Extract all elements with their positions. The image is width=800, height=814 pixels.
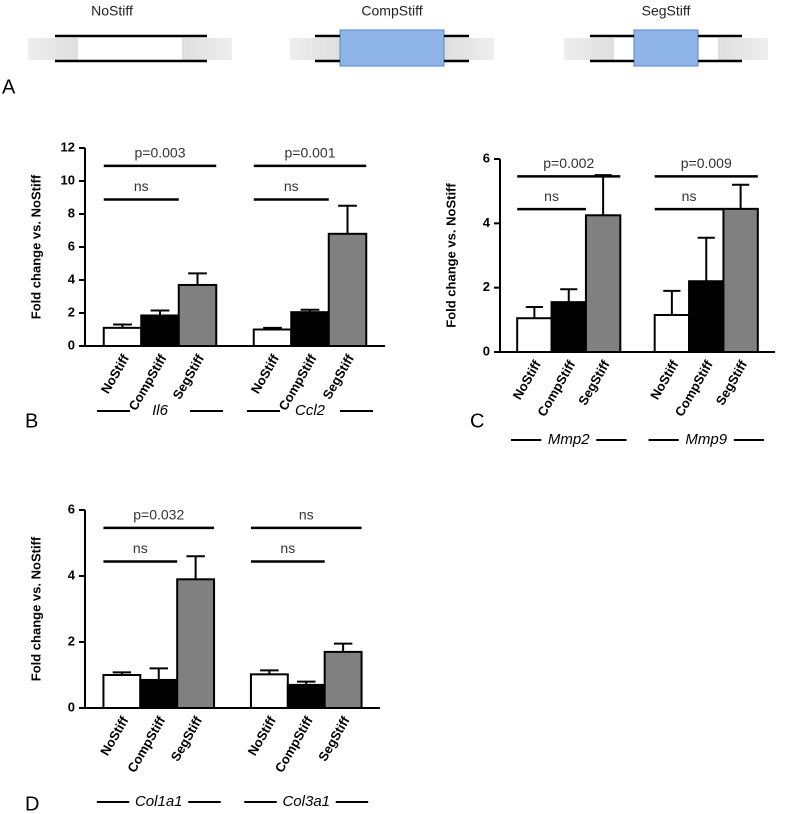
bar-chart: Fold change vs. NoStiffD0246NoStiffCompS… (25, 501, 380, 814)
panel-label: C (470, 410, 484, 432)
panel-label: B (25, 410, 38, 432)
bar-chart: Fold change vs. NoStiff B 0 2 4 6 8 10 12 NoStiff… (25, 139, 385, 432)
y-axis-label: Fold change vs. NoStiff (443, 183, 458, 328)
gene-label: Col3a1 (282, 793, 330, 810)
y-axis-label: Fold change vs. NoStiff (28, 174, 43, 319)
y-tick-label: 0 (483, 343, 490, 358)
panel-label: A (2, 76, 16, 98)
comparison-label: ns (284, 178, 299, 194)
y-tick-label: 6 (483, 150, 490, 165)
bar (688, 280, 725, 354)
bar (550, 301, 587, 353)
x-tick-label: SegStiff (168, 713, 206, 764)
y-tick-label: 4 (68, 567, 76, 582)
gene-label: Col1a1 (135, 793, 183, 810)
rod-gap (698, 38, 718, 60)
stiffener (339, 29, 445, 67)
y-tick-label: 4 (68, 271, 76, 286)
comparison-label: p=0.009 (681, 155, 732, 171)
comparison-label: ns (682, 188, 697, 204)
x-tick-label: NoStiff (248, 351, 283, 396)
bar (177, 283, 218, 348)
x-tick-label: SegStiff (575, 357, 613, 408)
x-tick-label: SegStiff (170, 351, 208, 402)
rod-gap (614, 38, 634, 60)
y-tick-label: 6 (68, 238, 75, 253)
bar (516, 317, 553, 354)
x-tick-label: CompStiff (124, 713, 168, 775)
bar (722, 207, 759, 353)
y-tick-label: 8 (68, 205, 75, 220)
panel-label: D (25, 793, 39, 814)
comparison-label: ns (280, 540, 295, 556)
bar (140, 314, 180, 348)
bar (102, 674, 142, 709)
y-tick-label: 2 (68, 304, 75, 319)
panel-a: NoStiff CompStiff SegStiff A (2, 3, 768, 98)
bar (327, 232, 368, 347)
rod-gap (78, 38, 182, 60)
stiffener (633, 29, 699, 67)
x-tick-label: SegStiff (713, 357, 751, 408)
y-tick-label: 0 (68, 699, 75, 714)
x-tick-label: NoStiff (98, 351, 133, 396)
comparison-label: ns (133, 540, 148, 556)
x-tick-label: CompStiff (272, 713, 316, 775)
bar (290, 311, 330, 347)
bar (139, 678, 179, 710)
y-tick-label: 12 (61, 139, 75, 154)
y-tick-label: 0 (68, 337, 75, 352)
gene-label: Mmp2 (548, 431, 590, 448)
bar (653, 314, 691, 353)
y-tick-label: 4 (483, 215, 491, 230)
y-axis-label: Fold change vs. NoStiff (28, 536, 43, 681)
bar (323, 650, 363, 710)
y-tick-label: 10 (61, 172, 75, 187)
comparison-label: ns (134, 178, 149, 194)
x-tick-label: NoStiff (245, 713, 280, 758)
rod-label: CompStiff (361, 3, 422, 19)
y-tick-label: 2 (483, 279, 490, 294)
bar (286, 683, 326, 710)
bar (176, 578, 216, 709)
bar-chart: Fold change vs. NoStiffC0246NoStiffCompS… (443, 150, 775, 448)
gene-label: Mmp9 (685, 431, 727, 448)
comparison-label: p=0.003 (135, 145, 186, 161)
bar (584, 214, 622, 353)
comparison-label: p=0.001 (285, 145, 336, 161)
gene-label: Ccl2 (295, 402, 326, 419)
gene-label: Il6 (152, 402, 169, 419)
x-tick-label: SegStiff (315, 713, 353, 764)
bar (252, 328, 293, 347)
comparison-label: ns (544, 188, 559, 204)
x-tick-label: SegStiff (320, 351, 358, 402)
rod-label: NoStiff (91, 3, 133, 19)
x-tick-label: NoStiff (510, 357, 545, 402)
y-tick-label: 6 (68, 501, 75, 516)
y-tick-label: 2 (68, 633, 75, 648)
bar (102, 326, 143, 348)
comparison-label: ns (299, 507, 314, 523)
comparison-label: p=0.032 (133, 507, 184, 523)
x-tick-label: NoStiff (647, 357, 682, 402)
bar (249, 673, 289, 710)
x-tick-label: NoStiff (97, 713, 132, 758)
rod-label: SegStiff (642, 3, 691, 19)
comparison-label: p=0.002 (543, 155, 594, 171)
